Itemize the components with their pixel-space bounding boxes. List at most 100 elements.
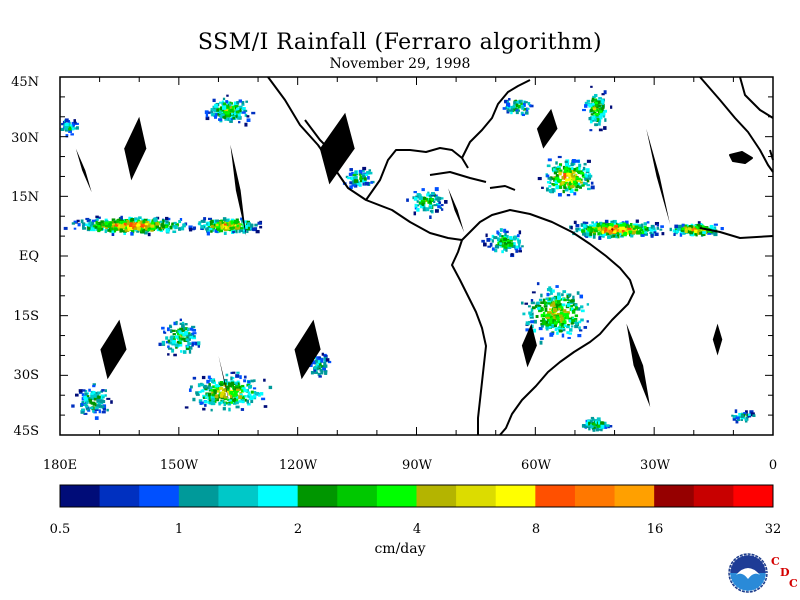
rain-pixel (694, 224, 698, 227)
rain-pixel (364, 181, 370, 186)
rain-pixel (640, 223, 644, 228)
rain-pixel (225, 226, 228, 229)
rain-pixel (675, 230, 680, 233)
rain-pixel (233, 113, 238, 118)
rain-pixel (593, 228, 596, 233)
rain-pixel (236, 371, 240, 374)
rain-pixel (151, 219, 155, 224)
rain-pixel (533, 328, 537, 333)
rain-pixel (127, 226, 131, 231)
rain-pixel (570, 325, 574, 328)
rain-pixel (650, 228, 654, 232)
missing-data-swath (294, 319, 321, 380)
missing-data-swath (712, 323, 723, 356)
rain-pixel (81, 408, 85, 412)
rain-pixel (73, 127, 77, 130)
rain-pixel (627, 227, 632, 230)
rain-pixel (230, 381, 235, 385)
rain-pixel (259, 225, 263, 229)
rain-pixel (416, 193, 421, 197)
rain-pixel (506, 239, 511, 243)
rain-pixel (557, 155, 562, 159)
rain-pixel (174, 343, 179, 348)
rain-pixel (567, 299, 571, 302)
rain-pixel (535, 315, 539, 318)
rain-pixel (416, 204, 420, 207)
rain-pixel (86, 397, 90, 400)
rain-pixel (557, 193, 562, 197)
rain-pixel (558, 302, 562, 307)
rain-pixel (180, 332, 184, 335)
rain-pixel (517, 239, 521, 244)
rain-pixel (218, 221, 222, 224)
rain-pixel (566, 178, 571, 182)
rain-pixel (68, 124, 73, 129)
rain-pixel (575, 167, 579, 172)
rain-pixel (589, 229, 593, 233)
rain-pixel (577, 170, 582, 175)
rain-pixel (586, 184, 591, 187)
rain-pixel (574, 324, 579, 329)
rain-pixel (587, 102, 591, 105)
rain-pixel (216, 387, 220, 391)
rain-pixel (593, 223, 597, 227)
rain-pixel (588, 421, 591, 425)
rain-pixel (592, 234, 596, 239)
rain-pixel (572, 177, 577, 180)
rain-pixel (178, 331, 182, 335)
rain-pixel (240, 217, 243, 221)
rain-pixel (570, 163, 574, 167)
rain-pixel (68, 129, 73, 133)
rain-pixel (94, 225, 98, 229)
rain-pixel (547, 302, 551, 305)
rain-pixel (579, 294, 584, 299)
rain-pixel (669, 227, 672, 232)
rain-pixel (123, 222, 127, 227)
rain-pixel (230, 221, 234, 226)
rain-pixel (84, 223, 88, 227)
rain-pixel (575, 159, 580, 163)
rain-pixel (548, 319, 554, 324)
rain-pixel (429, 215, 432, 219)
rain-pixel (215, 223, 219, 227)
rain-pixel (600, 113, 604, 117)
rain-pixel (247, 394, 251, 398)
rain-pixel (531, 291, 536, 294)
rain-pixel (588, 117, 592, 121)
rain-pixel (544, 314, 547, 317)
rain-pixel (206, 231, 210, 236)
rain-pixel (73, 121, 77, 125)
rain-pixel (223, 231, 227, 235)
lon-label-120w: 120W (278, 458, 318, 473)
rain-pixel (200, 219, 205, 223)
rain-pixel (229, 390, 234, 395)
rain-pixel (204, 396, 208, 399)
rain-pixel (191, 336, 197, 340)
rain-pixel (245, 226, 250, 231)
rain-pixel (735, 419, 739, 424)
rain-pixel (241, 101, 245, 105)
rain-pixel (425, 197, 429, 201)
rain-pixel (370, 181, 373, 184)
rain-pixel (92, 409, 95, 413)
rain-pixel (581, 184, 585, 187)
rain-pixel (129, 227, 134, 231)
rain-pixel (245, 100, 249, 103)
rain-pixel (241, 386, 246, 390)
rain-pixel (661, 232, 665, 236)
rain-pixel (90, 392, 95, 395)
rain-pixel (587, 187, 591, 191)
rain-pixel (70, 133, 74, 136)
rain-pixel (252, 394, 257, 398)
rain-pixel (111, 232, 115, 236)
rain-pixel (161, 343, 166, 346)
rain-pixel (576, 179, 582, 182)
rain-pixel (590, 425, 594, 428)
rain-pixel (244, 220, 249, 224)
rain-pixel (352, 176, 355, 181)
rain-pixel (575, 184, 579, 189)
rain-pixel (543, 301, 547, 306)
rain-pixel (351, 171, 354, 176)
rain-pixel (123, 221, 128, 224)
rain-pixel (555, 304, 560, 307)
